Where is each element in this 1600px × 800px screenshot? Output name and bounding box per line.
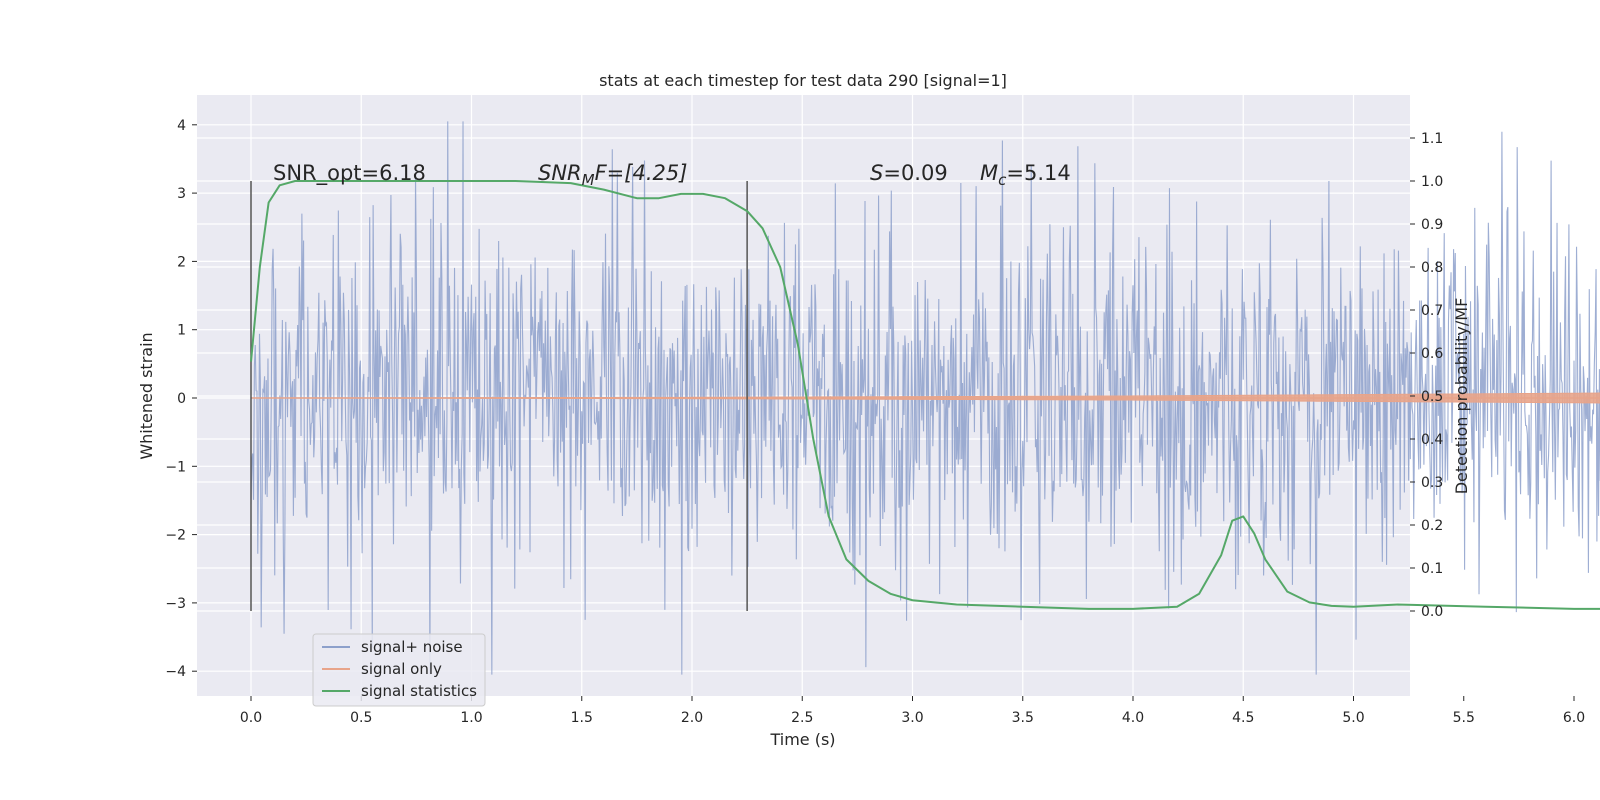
y2-tick-label: 0.6 bbox=[1421, 346, 1443, 362]
x-tick-label: 5.0 bbox=[1342, 710, 1364, 726]
y-tick-label: 4 bbox=[177, 118, 186, 134]
y-tick-label: −4 bbox=[165, 664, 186, 680]
x-axis-label: Time (s) bbox=[769, 730, 835, 749]
legend: signal+ noise signal only signal statist… bbox=[312, 633, 486, 707]
signal-statistics-line bbox=[250, 180, 1600, 610]
annotation-snr-opt: SNR_opt=6.18 bbox=[273, 161, 426, 186]
x-tick-label: 4.0 bbox=[1122, 710, 1144, 726]
y2-tick-label: 0.7 bbox=[1421, 303, 1443, 319]
legend-label-signal-only: signal only bbox=[361, 660, 442, 678]
x-tick-label: 2.5 bbox=[791, 710, 813, 726]
y-tick-label: 2 bbox=[177, 254, 186, 270]
x-tick-label: 3.5 bbox=[1012, 710, 1034, 726]
y2-tick-label: 0.2 bbox=[1421, 518, 1443, 534]
annotation-snr-mf: SNRMF=[4.25] bbox=[538, 161, 687, 189]
y-axis-label: Whitened strain bbox=[137, 332, 156, 459]
y2-tick-label: 0.9 bbox=[1421, 217, 1443, 233]
x-tick-label: 6.0 bbox=[1563, 710, 1585, 726]
y-tick-label: 3 bbox=[177, 186, 186, 202]
y2-tick-label: 0.4 bbox=[1421, 432, 1443, 448]
legend-box bbox=[312, 633, 486, 707]
y2-tick-label: 0.1 bbox=[1421, 561, 1443, 577]
y2-tick-label: 0.3 bbox=[1421, 475, 1443, 491]
y-tick-label: 0 bbox=[177, 391, 186, 407]
vertical-markers bbox=[250, 181, 748, 611]
y2-axis-label: Detection probability/MF bbox=[1452, 298, 1471, 495]
x-tick-label: 2.0 bbox=[681, 710, 703, 726]
x-tick-label: 5.5 bbox=[1453, 710, 1475, 726]
y2-tick-label: 0.5 bbox=[1421, 389, 1443, 405]
x-tick-label: 4.5 bbox=[1232, 710, 1254, 726]
x-tick-label: 0.5 bbox=[350, 710, 372, 726]
x-tick-label: 0.0 bbox=[240, 710, 262, 726]
y2-tick-label: 0.0 bbox=[1421, 604, 1443, 620]
legend-label-signal-statistics: signal statistics bbox=[361, 682, 477, 700]
signal-statistics-series bbox=[250, 180, 1600, 610]
y-tick-label: −2 bbox=[165, 528, 186, 544]
y2-tick-label: 1.0 bbox=[1421, 174, 1443, 190]
y2-tick-label: 1.1 bbox=[1421, 131, 1443, 147]
signal-only-series bbox=[250, 392, 1600, 404]
y-tick-label: 1 bbox=[177, 323, 186, 339]
chart-title: stats at each timestep for test data 290… bbox=[599, 71, 1007, 90]
x-tick-label: 3.0 bbox=[901, 710, 923, 726]
axis-ticks: 0.00.51.01.52.02.53.03.54.04.55.05.56.06… bbox=[165, 118, 1585, 726]
x-tick-label: 1.0 bbox=[460, 710, 482, 726]
y-tick-label: −3 bbox=[165, 596, 186, 612]
signal-noise-trace bbox=[250, 121, 1600, 675]
annotation-mc: Mc=5.14 bbox=[980, 161, 1071, 189]
signal-noise-series bbox=[250, 121, 1600, 675]
legend-label-signal-noise: signal+ noise bbox=[361, 638, 463, 656]
y-tick-label: −1 bbox=[165, 459, 186, 475]
annotation-s: S=0.09 bbox=[870, 161, 948, 185]
y2-tick-label: 0.8 bbox=[1421, 260, 1443, 276]
x-tick-label: 1.5 bbox=[571, 710, 593, 726]
